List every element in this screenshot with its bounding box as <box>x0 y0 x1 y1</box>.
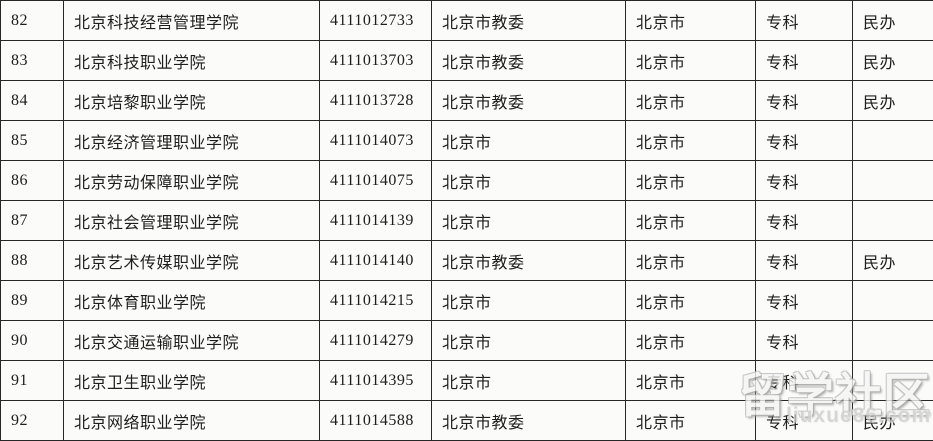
school-name-cell: 北京网络职业学院 <box>64 401 320 441</box>
school-type-cell: 民办 <box>853 401 933 441</box>
school-code-cell: 4111014073 <box>320 121 432 161</box>
row-number-cell: 91 <box>1 361 64 401</box>
row-number-cell: 84 <box>1 81 64 121</box>
school-name-cell: 北京劳动保障职业学院 <box>64 161 320 201</box>
school-name-cell: 北京科技经营管理学院 <box>64 1 320 41</box>
school-type-cell <box>853 201 933 241</box>
school-name-cell: 北京科技职业学院 <box>64 41 320 81</box>
row-number-cell: 86 <box>1 161 64 201</box>
row-number-cell: 82 <box>1 1 64 41</box>
location-cell: 北京市 <box>626 401 756 441</box>
school-name-cell: 北京卫生职业学院 <box>64 361 320 401</box>
school-type-cell: 民办 <box>853 41 933 81</box>
school-code-cell: 4111013703 <box>320 41 432 81</box>
supervising-authority-cell: 北京市教委 <box>432 81 626 121</box>
location-cell: 北京市 <box>626 281 756 321</box>
location-cell: 北京市 <box>626 41 756 81</box>
row-number-cell: 83 <box>1 41 64 81</box>
supervising-authority-cell: 北京市 <box>432 201 626 241</box>
education-level-cell: 专科 <box>756 241 853 281</box>
school-code-cell: 4111013728 <box>320 81 432 121</box>
row-number-cell: 89 <box>1 281 64 321</box>
school-type-cell <box>853 361 933 401</box>
school-type-cell <box>853 121 933 161</box>
education-level-cell: 专科 <box>756 281 853 321</box>
school-name-cell: 北京培黎职业学院 <box>64 81 320 121</box>
supervising-authority-cell: 北京市 <box>432 321 626 361</box>
education-level-cell: 专科 <box>756 321 853 361</box>
education-level-cell: 专科 <box>756 121 853 161</box>
school-name-cell: 北京社会管理职业学院 <box>64 201 320 241</box>
supervising-authority-cell: 北京市 <box>432 281 626 321</box>
education-level-cell: 专科 <box>756 41 853 81</box>
education-level-cell: 专科 <box>756 401 853 441</box>
school-type-cell <box>853 281 933 321</box>
location-cell: 北京市 <box>626 361 756 401</box>
supervising-authority-cell: 北京市教委 <box>432 1 626 41</box>
location-cell: 北京市 <box>626 321 756 361</box>
school-type-cell: 民办 <box>853 241 933 281</box>
supervising-authority-cell: 北京市教委 <box>432 241 626 281</box>
school-name-cell: 北京经济管理职业学院 <box>64 121 320 161</box>
school-code-cell: 4111014075 <box>320 161 432 201</box>
education-level-cell: 专科 <box>756 1 853 41</box>
location-cell: 北京市 <box>626 1 756 41</box>
school-name-cell: 北京体育职业学院 <box>64 281 320 321</box>
school-code-cell: 4111014140 <box>320 241 432 281</box>
location-cell: 北京市 <box>626 81 756 121</box>
row-number-cell: 88 <box>1 241 64 281</box>
supervising-authority-cell: 北京市 <box>432 361 626 401</box>
school-type-cell <box>853 321 933 361</box>
school-code-cell: 4111014139 <box>320 201 432 241</box>
education-level-cell: 专科 <box>756 361 853 401</box>
location-cell: 北京市 <box>626 201 756 241</box>
school-code-cell: 4111012733 <box>320 1 432 41</box>
supervising-authority-cell: 北京市 <box>432 121 626 161</box>
row-number-cell: 90 <box>1 321 64 361</box>
education-level-cell: 专科 <box>756 81 853 121</box>
education-level-cell: 专科 <box>756 201 853 241</box>
supervising-authority-cell: 北京市教委 <box>432 401 626 441</box>
school-type-cell: 民办 <box>853 81 933 121</box>
supervising-authority-cell: 北京市教委 <box>432 41 626 81</box>
row-number-cell: 85 <box>1 121 64 161</box>
school-code-cell: 4111014215 <box>320 281 432 321</box>
education-level-cell: 专科 <box>756 161 853 201</box>
supervising-authority-cell: 北京市 <box>432 161 626 201</box>
school-type-cell: 民办 <box>853 1 933 41</box>
location-cell: 北京市 <box>626 161 756 201</box>
location-cell: 北京市 <box>626 241 756 281</box>
row-number-cell: 87 <box>1 201 64 241</box>
school-type-cell <box>853 161 933 201</box>
school-code-cell: 4111014279 <box>320 321 432 361</box>
school-name-cell: 北京艺术传媒职业学院 <box>64 241 320 281</box>
school-name-cell: 北京交通运输职业学院 <box>64 321 320 361</box>
school-code-cell: 4111014395 <box>320 361 432 401</box>
school-code-cell: 4111014588 <box>320 401 432 441</box>
location-cell: 北京市 <box>626 121 756 161</box>
row-number-cell: 92 <box>1 401 64 441</box>
